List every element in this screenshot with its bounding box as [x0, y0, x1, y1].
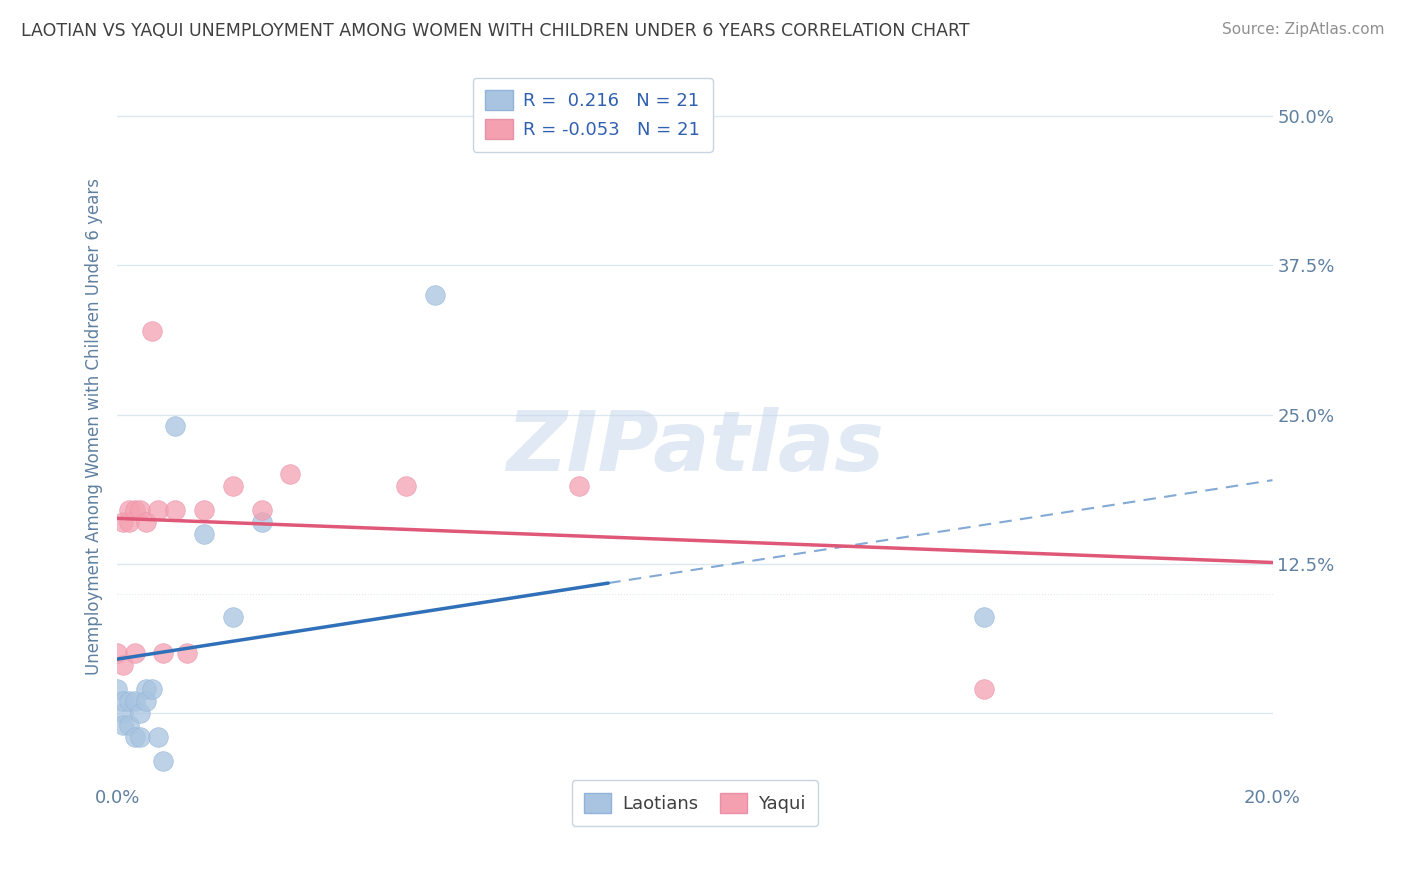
Point — [111, 694, 134, 708]
Legend: Laotians, Yaqui: Laotians, Yaqui — [572, 780, 818, 825]
Point — [118, 718, 141, 732]
Point — [135, 694, 157, 708]
Point — [973, 681, 995, 696]
Point — [105, 646, 128, 660]
Point — [152, 646, 174, 660]
Point — [111, 706, 134, 720]
Point — [250, 503, 273, 517]
Text: LAOTIAN VS YAQUI UNEMPLOYMENT AMONG WOMEN WITH CHILDREN UNDER 6 YEARS CORRELATIO: LAOTIAN VS YAQUI UNEMPLOYMENT AMONG WOME… — [21, 22, 970, 40]
Point — [152, 754, 174, 768]
Point — [193, 503, 215, 517]
Point — [568, 479, 591, 493]
Point — [129, 503, 152, 517]
Point — [124, 646, 146, 660]
Point — [124, 694, 146, 708]
Point — [124, 730, 146, 744]
Point — [222, 610, 245, 624]
Point — [973, 610, 995, 624]
Y-axis label: Unemployment Among Women with Children Under 6 years: Unemployment Among Women with Children U… — [86, 178, 103, 675]
Point — [118, 694, 141, 708]
Point — [124, 503, 146, 517]
Point — [280, 467, 302, 482]
Point — [423, 288, 446, 302]
Point — [141, 681, 163, 696]
Point — [176, 646, 198, 660]
Point — [163, 419, 186, 434]
Point — [111, 718, 134, 732]
Point — [222, 479, 245, 493]
Point — [118, 503, 141, 517]
Point — [146, 730, 169, 744]
Point — [193, 526, 215, 541]
Point — [250, 515, 273, 529]
Point — [111, 515, 134, 529]
Point — [118, 515, 141, 529]
Point — [163, 503, 186, 517]
Point — [111, 658, 134, 673]
Point — [105, 681, 128, 696]
Point — [395, 479, 418, 493]
Point — [146, 503, 169, 517]
Point — [129, 730, 152, 744]
Point — [135, 681, 157, 696]
Text: ZIPatlas: ZIPatlas — [506, 408, 884, 489]
Text: Source: ZipAtlas.com: Source: ZipAtlas.com — [1222, 22, 1385, 37]
Point — [129, 706, 152, 720]
Point — [141, 324, 163, 338]
Point — [135, 515, 157, 529]
